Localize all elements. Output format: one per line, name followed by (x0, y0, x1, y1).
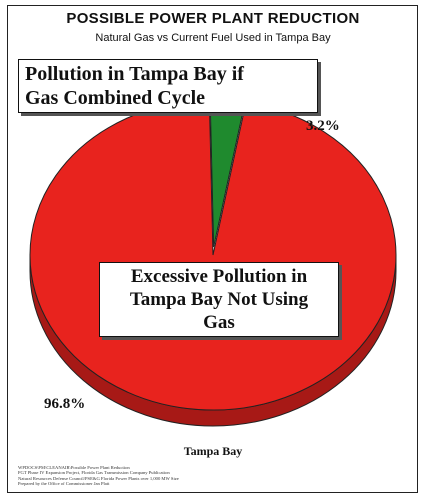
callout-nogas-line-1: Excessive Pollution in (130, 266, 308, 287)
source-line: Prepared by the Office of Commissioner J… (18, 481, 110, 487)
callout-gas-line-2: Gas Combined Cycle (25, 87, 205, 109)
chart-title: POSSIBLE POWER PLANT REDUCTION (66, 10, 360, 27)
callout-nogas-line-2: Tampa Bay Not Using (129, 289, 309, 310)
source-line: Natural Resources Defense Council/PSE&G … (18, 475, 179, 481)
x-axis-label: Tampa Bay (183, 444, 243, 458)
callout-gas-combined-cycle: Pollution in Tampa Bay if Gas Combined C… (18, 59, 318, 113)
chart-subtitle: Natural Gas vs Current Fuel Used in Tamp… (95, 32, 331, 44)
data-label-gas: 3.2% (306, 118, 340, 134)
callout-gas-line-1: Pollution in Tampa Bay if (25, 63, 244, 85)
source-line: FGT Phase IV Expansion Project, Florida … (18, 470, 170, 476)
data-label-not-using-gas: 96.8% (44, 396, 86, 412)
callout-nogas-line-3: Gas (203, 312, 235, 333)
callout-not-using-gas: Excessive Pollution in Tampa Bay Not Usi… (99, 262, 339, 337)
source-notes: WPDOCS\PM\CLEANAIR\Possible Power Plant … (18, 465, 408, 487)
source-line: WPDOCS\PM\CLEANAIR\Possible Power Plant … (18, 465, 130, 470)
pie-slices (29, 91, 397, 411)
